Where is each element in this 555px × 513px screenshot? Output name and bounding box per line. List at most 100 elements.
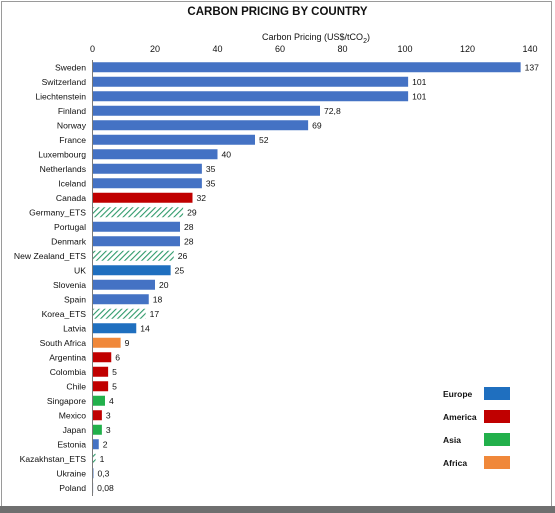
category-label: Mexico (59, 410, 86, 420)
bar (92, 221, 180, 232)
bar (92, 410, 102, 421)
legend-swatch (484, 433, 510, 446)
bar (92, 207, 184, 218)
bar (92, 134, 255, 145)
category-label: Estonia (57, 439, 86, 449)
value-label: 35 (206, 178, 216, 188)
bar (92, 294, 149, 305)
category-label: Netherlands (40, 164, 86, 174)
bar (92, 105, 320, 116)
value-label: 35 (206, 164, 216, 174)
category-label: Latvia (63, 323, 86, 333)
bar (92, 453, 96, 464)
legend-label: America (443, 412, 477, 422)
value-label: 14 (140, 323, 150, 333)
bar (92, 395, 105, 406)
value-label: 52 (259, 135, 269, 145)
legend-swatch (484, 387, 510, 400)
category-label: Canada (56, 193, 86, 203)
chart-title: CARBON PRICING BY COUNTRY (187, 6, 368, 18)
category-label: New Zealand_ETS (14, 251, 86, 261)
bar (92, 91, 409, 102)
bar (92, 250, 174, 261)
category-label: Japan (63, 425, 87, 435)
category-label: Korea_ETS (42, 309, 87, 319)
x-axis-title-main: Carbon Pricing (US$/tCO (262, 32, 363, 42)
bar (92, 279, 155, 290)
x-tick-label: 20 (150, 44, 160, 54)
x-tick-label: 100 (397, 44, 412, 54)
bar (92, 337, 121, 348)
x-axis-title: Carbon Pricing (US$/tCO2) (262, 32, 370, 45)
bar (92, 192, 193, 203)
category-label: Singapore (47, 396, 86, 406)
category-label: South Africa (40, 338, 87, 348)
value-label: 20 (159, 280, 169, 290)
value-label: 4 (109, 396, 114, 406)
bar (92, 366, 109, 377)
category-label: France (59, 135, 86, 145)
bar (92, 76, 409, 87)
category-label: Sweden (55, 62, 86, 72)
category-label: Chile (66, 381, 86, 391)
legend-label: Africa (443, 458, 467, 468)
value-label: 5 (112, 367, 117, 377)
bar (92, 424, 102, 435)
bottom-strip (0, 506, 555, 513)
value-label: 3 (106, 410, 111, 420)
value-label: 18 (153, 294, 163, 304)
value-label: 32 (197, 193, 207, 203)
value-label: 6 (115, 352, 120, 362)
category-label: Colombia (50, 367, 87, 377)
bar (92, 178, 202, 189)
value-label: 26 (178, 251, 188, 261)
category-label: UK (74, 265, 86, 275)
legend-swatch (484, 410, 510, 423)
x-tick-label: 0 (90, 44, 95, 54)
category-label: Germany_ETS (29, 207, 86, 217)
category-label: Spain (64, 294, 86, 304)
bar (92, 352, 112, 363)
value-label: 0,3 (97, 468, 109, 478)
x-tick-label: 40 (212, 44, 222, 54)
legend-label: Asia (443, 435, 461, 445)
bar (92, 381, 109, 392)
bar (92, 62, 521, 73)
legend-label: Europe (443, 389, 473, 399)
x-tick-label: 60 (275, 44, 285, 54)
category-label: Denmark (51, 236, 87, 246)
value-label: 137 (525, 62, 540, 72)
category-label: Slovenia (53, 280, 86, 290)
bar (92, 236, 180, 247)
bar (92, 308, 146, 319)
value-label: 3 (106, 425, 111, 435)
value-label: 25 (175, 265, 185, 275)
value-label: 101 (412, 91, 427, 101)
bar (92, 323, 137, 334)
category-label: Poland (59, 483, 86, 493)
value-label: 2 (103, 439, 108, 449)
category-label: Portugal (54, 222, 86, 232)
x-tick-label: 120 (460, 44, 475, 54)
value-label: 40 (222, 149, 232, 159)
bar (92, 163, 202, 174)
category-label: Norway (57, 120, 87, 130)
category-label: Switzerland (42, 77, 87, 87)
legend-swatch (484, 456, 510, 469)
value-label: 0,08 (97, 483, 114, 493)
category-label: Liechtenstein (35, 91, 86, 101)
category-label: Iceland (58, 178, 86, 188)
category-label: Ukraine (56, 468, 86, 478)
value-label: 72,8 (324, 106, 341, 116)
x-tick-label: 140 (522, 44, 537, 54)
category-label: Kazakhstan_ETS (20, 454, 87, 464)
x-axis-title-close: ) (367, 32, 370, 42)
value-label: 69 (312, 120, 322, 130)
value-label: 101 (412, 77, 427, 87)
bar (92, 265, 171, 276)
value-label: 28 (184, 222, 194, 232)
x-axis-title-subscript: 2 (363, 38, 367, 45)
value-label: 28 (184, 236, 194, 246)
bar (92, 149, 218, 160)
